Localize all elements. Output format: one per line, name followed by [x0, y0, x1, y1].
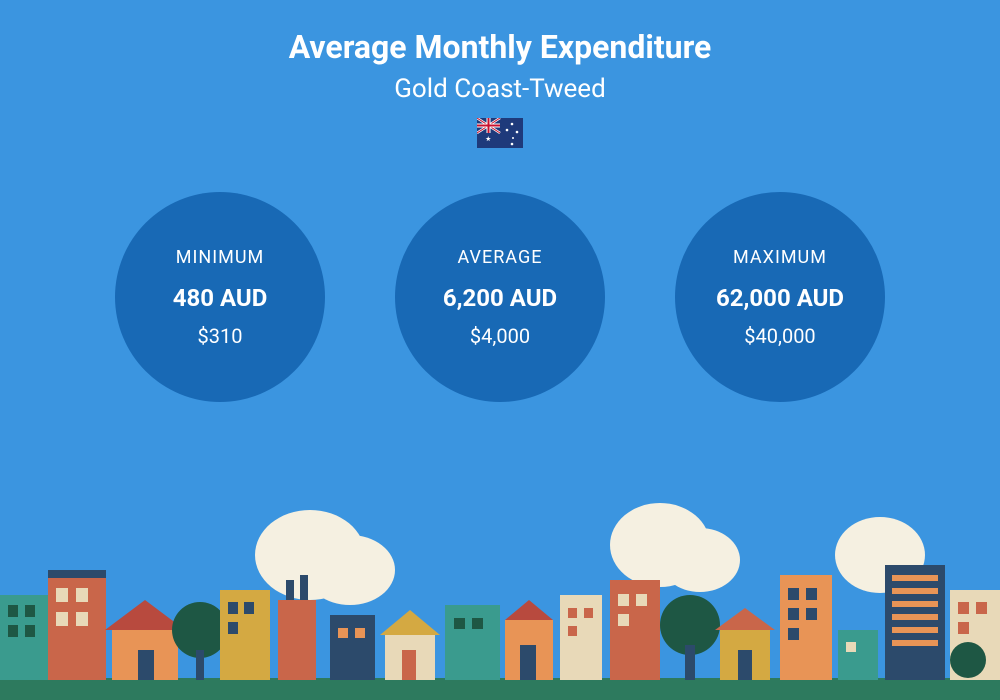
- stat-value: 62,000 AUD: [716, 284, 844, 312]
- flag-icon: [477, 118, 523, 148]
- stat-label: MINIMUM: [176, 247, 264, 268]
- cityscape-illustration: [0, 500, 1000, 700]
- stat-value: 480 AUD: [173, 284, 268, 312]
- stat-value: 6,200 AUD: [443, 284, 557, 312]
- stat-converted: $310: [198, 324, 243, 348]
- stat-circle-average: AVERAGE 6,200 AUD $4,000: [395, 192, 605, 402]
- header: Average Monthly Expenditure Gold Coast-T…: [0, 0, 1000, 152]
- stat-label: MAXIMUM: [733, 247, 827, 268]
- stat-label: AVERAGE: [458, 247, 543, 268]
- stats-row: MINIMUM 480 AUD $310 AVERAGE 6,200 AUD $…: [0, 192, 1000, 402]
- stat-converted: $4,000: [470, 324, 530, 348]
- page-title: Average Monthly Expenditure: [0, 28, 1000, 66]
- stat-circle-minimum: MINIMUM 480 AUD $310: [115, 192, 325, 402]
- stat-converted: $40,000: [744, 324, 815, 348]
- stat-circle-maximum: MAXIMUM 62,000 AUD $40,000: [675, 192, 885, 402]
- page-subtitle: Gold Coast-Tweed: [0, 74, 1000, 104]
